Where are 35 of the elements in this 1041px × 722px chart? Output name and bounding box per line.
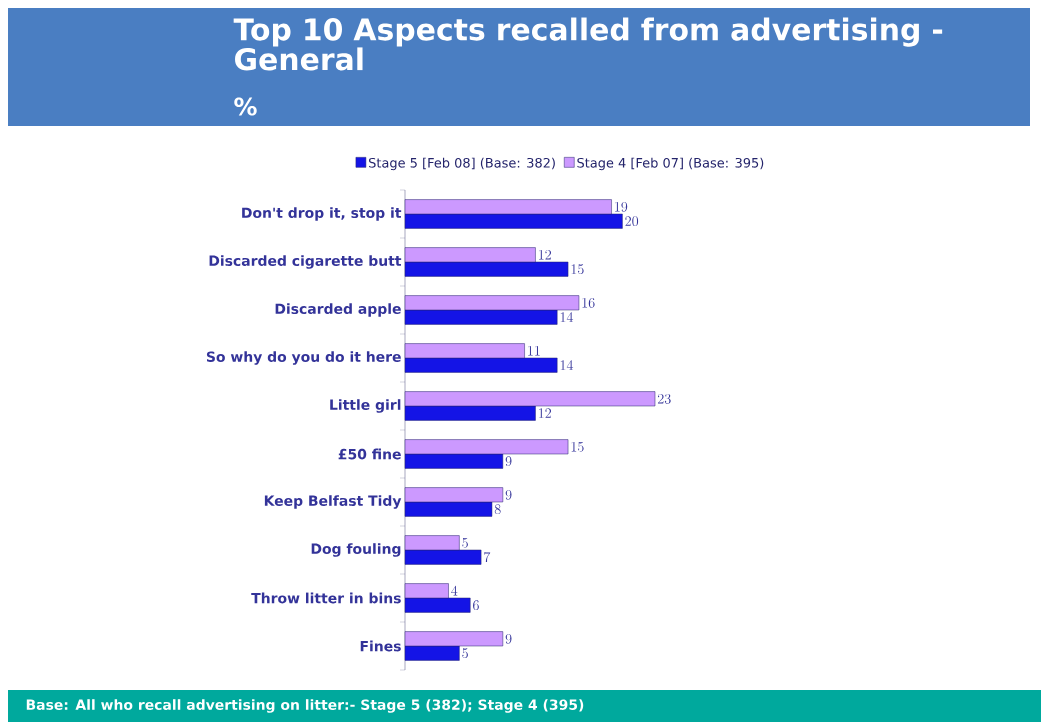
chart-subtitle: % [234,97,257,116]
data-label: 16 [582,297,595,308]
y-tick-label: Discarded cigarette butt [209,255,402,269]
y-tick-label: So why do you do it here [206,351,401,365]
data-label: 20 [625,216,639,227]
data-label: 19 [615,201,628,212]
y-tick-label: Throw litter in bins [251,592,401,604]
y-tick-label: Little girl [330,399,401,413]
chart-title: Top 10 Aspects recalled from advertising - General [233,17,943,71]
y-tick-label: Don't drop it, stop it [242,207,402,221]
data-label: 12 [539,408,552,418]
data-label: 9 [505,633,512,644]
y-tick-label: Discarded apple [275,303,401,317]
data-label: 11 [528,345,540,356]
data-label: 15 [571,264,584,275]
text: Base: All who recall advertising on litter:- Stage 5 (382); Stage 4 (395) [26,699,584,713]
data-label: 7 [484,552,491,563]
legend-label: Stage 5 [Feb 08] (Base: 382) [369,157,555,171]
data-label: 15 [571,441,584,452]
data-label: 9 [505,456,512,467]
y-tick-label: Keep Belfast Tidy [264,495,402,509]
data-label: 14 [560,312,574,322]
data-label: 8 [494,504,501,515]
y-tick-label: Dog fouling [311,543,401,557]
data-label: 9 [505,489,512,500]
data-label: 4 [451,585,458,596]
data-label: 5 [462,648,468,659]
y-tick-label: Fines [360,640,401,652]
data-label: 12 [539,249,552,260]
legend-label: Stage 4 [Feb 07] (Base: 395) [577,157,764,171]
data-label: 14 [560,360,574,370]
data-label: 6 [473,600,479,611]
data-label: 23 [657,393,671,404]
data-label: 5 [462,537,468,548]
y-tick-label: £50 fine [338,448,401,460]
